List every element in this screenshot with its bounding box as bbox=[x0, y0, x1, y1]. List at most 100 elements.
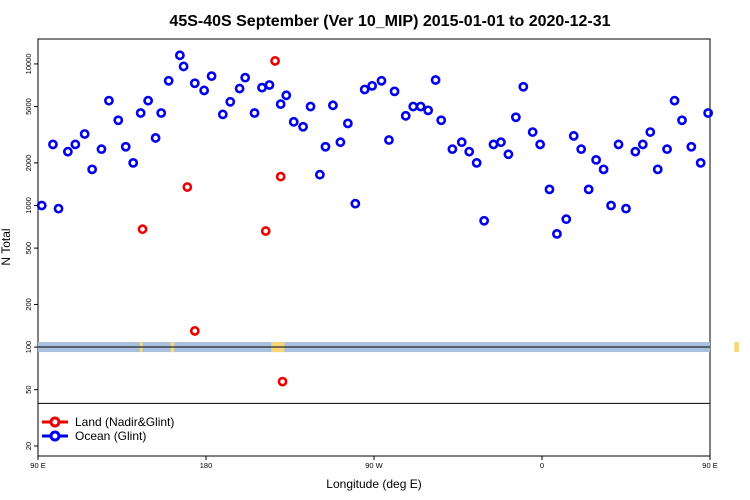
ocean-point bbox=[314, 169, 325, 180]
legend-marker-land bbox=[49, 416, 61, 428]
ocean-point bbox=[703, 108, 714, 118]
y-tick-label: 100 bbox=[24, 341, 33, 354]
ocean-point bbox=[621, 203, 631, 214]
x-tick-label: 90 E bbox=[702, 461, 717, 470]
ocean-point bbox=[430, 75, 441, 85]
ocean-point bbox=[113, 115, 124, 126]
y-tick-label: 20 bbox=[24, 442, 33, 450]
ocean-point bbox=[350, 198, 361, 209]
ocean-point bbox=[128, 157, 139, 168]
ocean-point bbox=[104, 95, 114, 106]
ocean-point bbox=[120, 141, 131, 152]
ocean-point bbox=[143, 95, 154, 106]
ocean-point bbox=[652, 164, 663, 175]
ocean-point bbox=[662, 144, 672, 155]
y-tick-label: 500 bbox=[24, 242, 33, 255]
ocean-point bbox=[281, 90, 292, 101]
ocean-point bbox=[257, 82, 267, 93]
ocean-point bbox=[645, 127, 656, 137]
ocean-point bbox=[561, 214, 572, 225]
data-points bbox=[36, 50, 714, 387]
ocean-point bbox=[695, 157, 706, 168]
ocean-point bbox=[36, 200, 47, 211]
ocean-point bbox=[199, 85, 210, 96]
ocean-point bbox=[606, 200, 616, 211]
ocean-point bbox=[305, 101, 316, 112]
ocean-point bbox=[328, 100, 338, 111]
ocean-point bbox=[471, 157, 482, 168]
ocean-point bbox=[163, 75, 174, 86]
ocean-point bbox=[591, 154, 602, 165]
ocean-point bbox=[576, 144, 587, 155]
legend: Land (Nadir&Glint) Ocean (Glint) bbox=[42, 415, 174, 443]
ocean-point bbox=[568, 131, 579, 141]
x-tick-label: 90 W bbox=[365, 461, 383, 470]
ocean-point bbox=[447, 144, 458, 155]
land-point bbox=[275, 171, 286, 182]
y-axis-label: N Total bbox=[0, 228, 13, 265]
ocean-point bbox=[598, 164, 609, 175]
y-axis-ticks: 20 50 100 200 500 1000 2000 5000 10000 bbox=[24, 53, 38, 450]
land-point bbox=[260, 226, 271, 236]
ocean-point bbox=[686, 141, 697, 152]
land-point bbox=[182, 182, 193, 192]
reference-lines bbox=[38, 346, 710, 404]
ocean-point bbox=[70, 139, 81, 150]
ocean-point bbox=[240, 72, 251, 83]
ocean-point bbox=[156, 108, 167, 118]
ocean-point bbox=[288, 116, 299, 127]
ocean-point bbox=[479, 215, 490, 226]
ocean-point bbox=[320, 141, 331, 152]
ocean-point bbox=[53, 203, 64, 214]
ocean-point bbox=[275, 99, 286, 110]
y-tick-label: 5000 bbox=[24, 98, 33, 115]
ocean-point bbox=[400, 110, 411, 121]
ocean-point bbox=[518, 81, 529, 92]
x-axis-ticks: 90 E 180 90 W 0 90 E bbox=[30, 456, 718, 470]
ocean-point bbox=[503, 149, 514, 160]
ocean-point bbox=[464, 146, 475, 157]
legend-item-ocean: Ocean (Glint) bbox=[42, 429, 146, 443]
land-point bbox=[277, 376, 288, 387]
legend-item-land: Land (Nadir&Glint) bbox=[42, 415, 174, 429]
ocean-point bbox=[677, 115, 687, 126]
ocean-point bbox=[87, 164, 98, 175]
legend-marker-ocean bbox=[49, 430, 61, 442]
ocean-point bbox=[335, 137, 346, 148]
ocean-point bbox=[423, 105, 434, 116]
ocean-point bbox=[488, 139, 499, 150]
ocean-point bbox=[552, 228, 562, 239]
x-tick-label: 90 E bbox=[30, 461, 45, 470]
y-tick-label: 10000 bbox=[24, 53, 33, 74]
legend-label-land: Land (Nadir&Glint) bbox=[75, 415, 174, 429]
land-point bbox=[270, 56, 280, 66]
ocean-point bbox=[376, 75, 387, 86]
ocean-point bbox=[456, 137, 467, 148]
ocean-point bbox=[496, 137, 506, 148]
ocean-point bbox=[174, 50, 185, 61]
ocean-point bbox=[135, 108, 146, 118]
ocean-point bbox=[535, 139, 546, 150]
ocean-point bbox=[48, 139, 58, 150]
ocean-point bbox=[150, 133, 161, 143]
ocean-point bbox=[217, 109, 228, 120]
ocean-point bbox=[62, 146, 73, 157]
ocean-point bbox=[415, 101, 426, 112]
land-point bbox=[189, 326, 200, 336]
ocean-point bbox=[613, 139, 624, 150]
ocean-point bbox=[389, 86, 400, 97]
ocean-point bbox=[79, 129, 90, 139]
ocean-point bbox=[544, 184, 555, 195]
ocean-point bbox=[359, 84, 370, 95]
ocean-point bbox=[249, 108, 260, 118]
ocean-point bbox=[436, 115, 447, 126]
ocean-point bbox=[189, 78, 200, 89]
ocean-point bbox=[367, 80, 378, 91]
ocean-point bbox=[510, 112, 521, 123]
ocean-point bbox=[669, 95, 680, 106]
y-tick-label: 2000 bbox=[24, 155, 33, 172]
ocean-point bbox=[206, 71, 217, 82]
ocean-point bbox=[583, 184, 594, 195]
land-point bbox=[137, 224, 148, 235]
